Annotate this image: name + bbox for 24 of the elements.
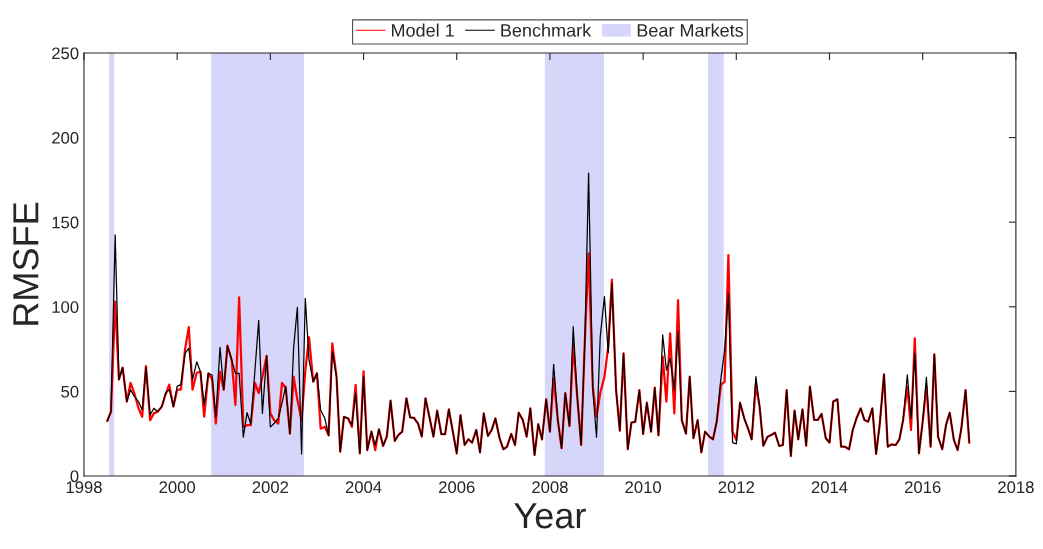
y-tick-label: 250 bbox=[52, 47, 79, 60]
legend-label: Benchmark bbox=[501, 23, 592, 37]
x-tick-label: 2014 bbox=[811, 481, 848, 494]
x-tick-label: 1998 bbox=[66, 481, 102, 494]
y-tick-label: 50 bbox=[61, 385, 79, 398]
legend-label: Model 1 bbox=[391, 23, 454, 37]
line-series bbox=[106, 252, 971, 458]
x-tick-label: 2004 bbox=[345, 481, 382, 494]
x-tick-label: 2000 bbox=[159, 481, 196, 494]
y-tick-label: 150 bbox=[52, 216, 79, 229]
y-tick-label: 100 bbox=[52, 301, 79, 313]
x-tick-label: 2006 bbox=[439, 481, 475, 494]
y-axis-title: RMSFE bbox=[13, 202, 39, 325]
x-tick-label: 2018 bbox=[998, 481, 1034, 494]
y-tick-label: 0 bbox=[70, 470, 79, 483]
x-tick-label: 2008 bbox=[532, 481, 568, 494]
x-tick-label: 2012 bbox=[718, 481, 755, 494]
x-tick-label: 2010 bbox=[625, 481, 661, 494]
x-axis-title: Year bbox=[514, 503, 586, 529]
legend-label: Bear Markets bbox=[637, 23, 744, 37]
x-tick-label: 2016 bbox=[904, 481, 941, 494]
y-tick-label: 200 bbox=[52, 131, 79, 144]
line-series bbox=[106, 172, 970, 457]
x-tick-label: 2002 bbox=[252, 481, 289, 494]
